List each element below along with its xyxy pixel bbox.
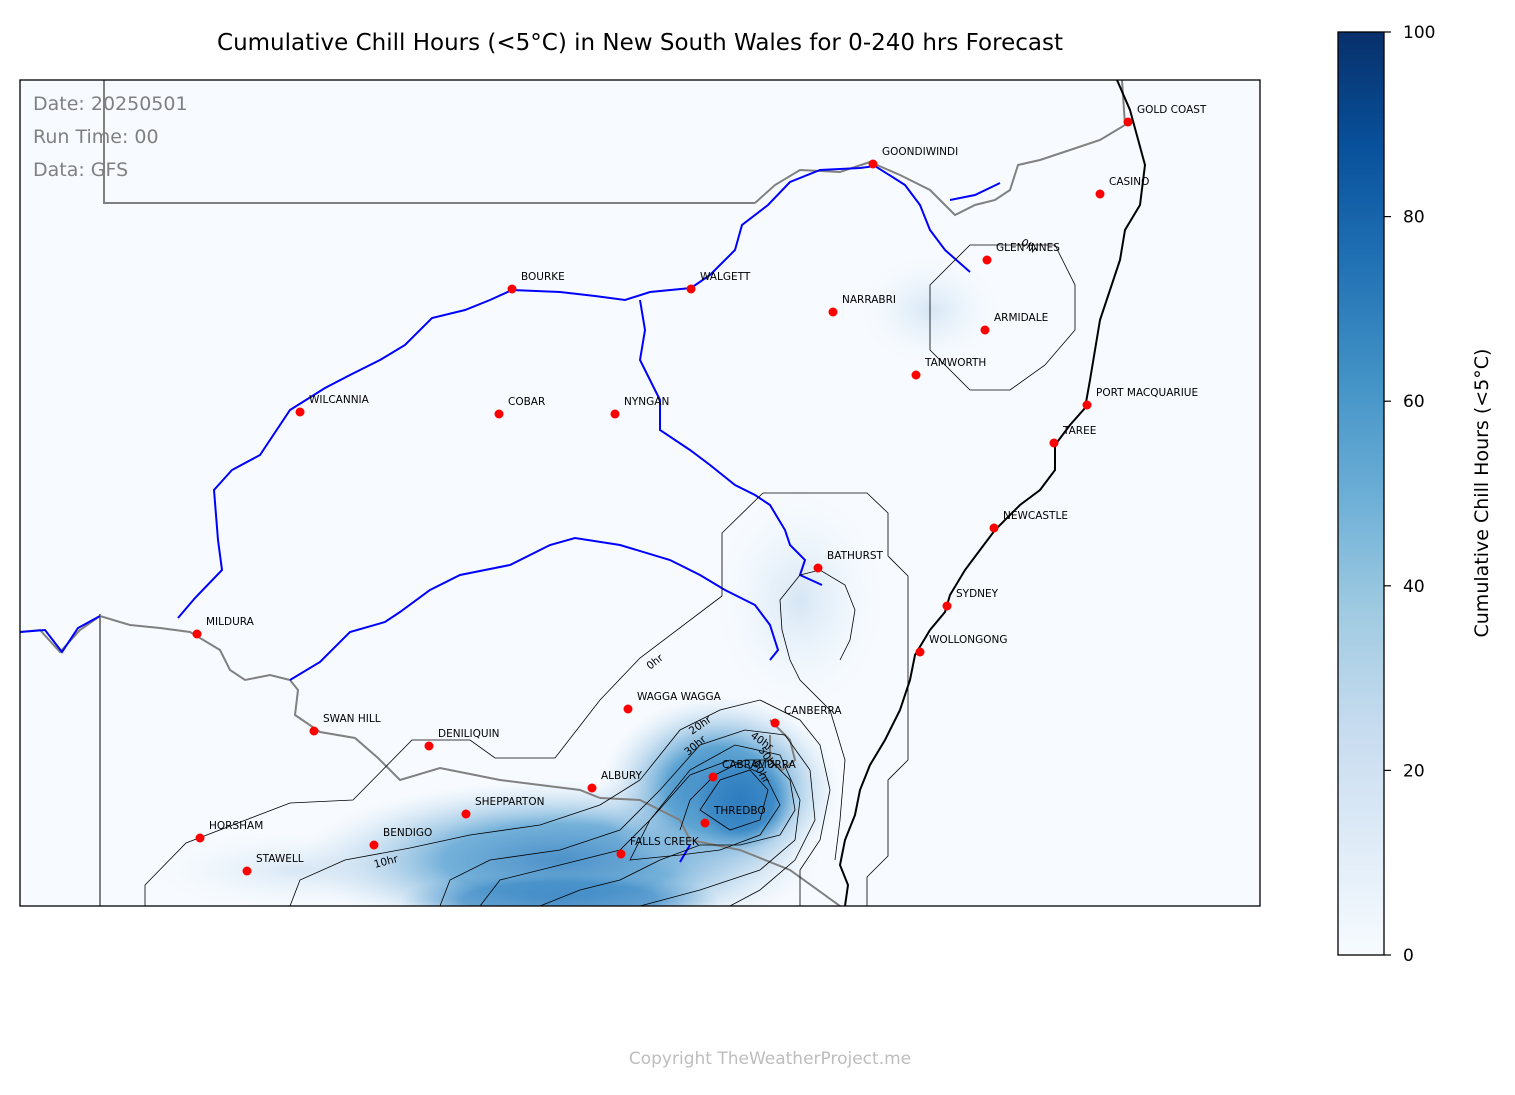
colorbar-tick-label: 60 — [1403, 392, 1425, 412]
city-marker-falls-creek — [616, 849, 626, 859]
colorbar-ticks: 0 20 40 60 80 100 — [1384, 23, 1435, 966]
city-marker-horsham — [195, 833, 205, 843]
city-marker-wilcannia — [295, 407, 305, 417]
city-label-nyngan: NYNGAN — [624, 396, 669, 408]
city-label-port-macquariue: PORT MACQUARIUE — [1096, 387, 1198, 399]
city-label-albury: ALBURY — [601, 770, 643, 782]
colorbar-tick-label: 40 — [1403, 577, 1425, 597]
city-marker-armidale — [980, 325, 990, 335]
colorbar-gradient — [1337, 31, 1385, 956]
city-label-falls-creek: FALLS CREEK — [630, 836, 700, 848]
city-label-goondiwindi: GOONDIWINDI — [882, 146, 958, 158]
city-label-tamworth: TAMWORTH — [924, 357, 986, 369]
map-title: Cumulative Chill Hours (<5°C) in New Sou… — [217, 30, 1063, 56]
city-marker-narrabri — [828, 307, 838, 317]
city-marker-shepparton — [461, 809, 471, 819]
city-marker-tamworth — [911, 370, 921, 380]
city-marker-mildura — [192, 629, 202, 639]
city-label-gold-coast: GOLD COAST — [1137, 104, 1207, 116]
city-label-canberra: CANBERRA — [784, 705, 842, 717]
city-marker-bourke — [507, 284, 517, 294]
city-label-thredbo: THREDBO — [713, 805, 766, 817]
info-run-time: Run Time: 00 — [33, 126, 159, 148]
city-label-wilcannia: WILCANNIA — [309, 394, 370, 406]
city-marker-glen-innes — [982, 255, 992, 265]
city-label-bathurst: BATHURST — [827, 550, 884, 562]
city-label-cobar: COBAR — [508, 396, 545, 408]
colorbar-tick-label: 80 — [1403, 208, 1425, 228]
city-marker-casino — [1095, 189, 1105, 199]
city-marker-bathurst — [813, 563, 823, 573]
city-marker-taree — [1049, 438, 1059, 448]
city-label-narrabri: NARRABRI — [842, 294, 896, 306]
city-label-armidale: ARMIDALE — [994, 312, 1048, 324]
city-label-deniliquin: DENILIQUIN — [438, 728, 500, 740]
city-label-sydney: SYDNEY — [956, 588, 999, 600]
city-marker-deniliquin — [424, 741, 434, 751]
city-label-cabramurra: CABRAMURRA — [722, 759, 797, 771]
city-label-taree: TAREE — [1062, 425, 1096, 437]
colorbar-tick-label: 100 — [1403, 23, 1435, 43]
city-label-swan-hill: SWAN HILL — [323, 713, 381, 725]
city-label-wollongong: WOLLONGONG — [929, 634, 1007, 646]
city-marker-cabramurra — [708, 772, 718, 782]
city-label-bendigo: BENDIGO — [383, 827, 432, 839]
city-label-glen-innes: GLEN INNES — [996, 242, 1060, 254]
city-marker-nyngan — [610, 409, 620, 419]
colorbar-tick-label: 0 — [1403, 946, 1414, 966]
map-frame — [19, 79, 1261, 907]
colorbar-label: Cumulative Chill Hours (<5°C) — [1471, 349, 1493, 638]
city-marker-bendigo — [369, 840, 379, 850]
city-marker-newcastle — [989, 523, 999, 533]
city-marker-sydney — [942, 601, 952, 611]
city-label-bourke: BOURKE — [521, 271, 565, 283]
city-marker-port-macquariue — [1082, 400, 1092, 410]
city-marker-canberra — [770, 718, 780, 728]
city-marker-walgett — [686, 284, 696, 294]
city-label-walgett: WALGETT — [700, 271, 751, 283]
city-marker-albury — [587, 783, 597, 793]
city-label-mildura: MILDURA — [206, 616, 255, 628]
city-marker-swan-hill — [309, 726, 319, 736]
city-marker-wollongong — [915, 647, 925, 657]
colorbar: 0 20 40 60 80 100 Cumulative Chill Hours (<5°… — [1337, 23, 1493, 966]
info-date: Date: 20250501 — [33, 93, 188, 115]
city-marker-stawell — [242, 866, 252, 876]
cities: GOLD COAST GOONDIWINDI CASINO GLEN INNES BOU… — [192, 104, 1207, 876]
info-data-source: Data: GFS — [33, 159, 129, 181]
rivers — [20, 164, 1001, 863]
city-marker-goondiwindi — [868, 159, 878, 169]
city-marker-gold-coast — [1123, 117, 1133, 127]
city-label-horsham: HORSHAM — [209, 820, 263, 832]
copyright-notice: Copyright TheWeatherProject.me — [628, 1049, 912, 1069]
city-label-casino: CASINO — [1109, 176, 1149, 188]
city-label-wagga-wagga: WAGGA WAGGA — [637, 691, 722, 703]
city-label-shepparton: SHEPPARTON — [475, 796, 544, 808]
city-marker-cobar — [494, 409, 504, 419]
city-marker-thredbo — [700, 818, 710, 828]
city-label-newcastle: NEWCASTLE — [1003, 510, 1068, 522]
city-label-stawell: STAWELL — [256, 853, 304, 865]
colorbar-tick-label: 20 — [1403, 761, 1425, 781]
city-marker-wagga-wagga — [623, 704, 633, 714]
